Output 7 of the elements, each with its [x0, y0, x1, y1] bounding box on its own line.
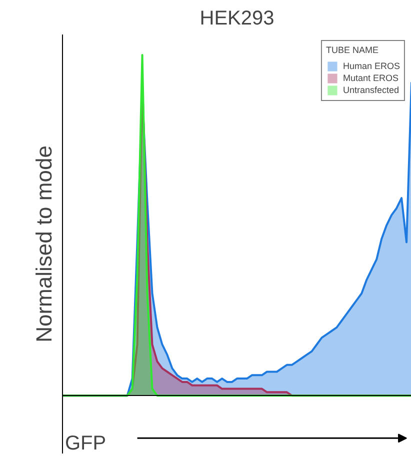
chart-title: HEK293 [200, 8, 274, 30]
legend-label: Mutant EROS [342, 72, 398, 84]
legend-label: Untransfected [342, 84, 399, 96]
x-axis-title: GFP [64, 432, 106, 454]
legend-title: TUBE NAME [326, 45, 380, 55]
legend-label: Human EROS [342, 60, 400, 72]
y-axis-title: Normalised to mode [32, 146, 56, 342]
